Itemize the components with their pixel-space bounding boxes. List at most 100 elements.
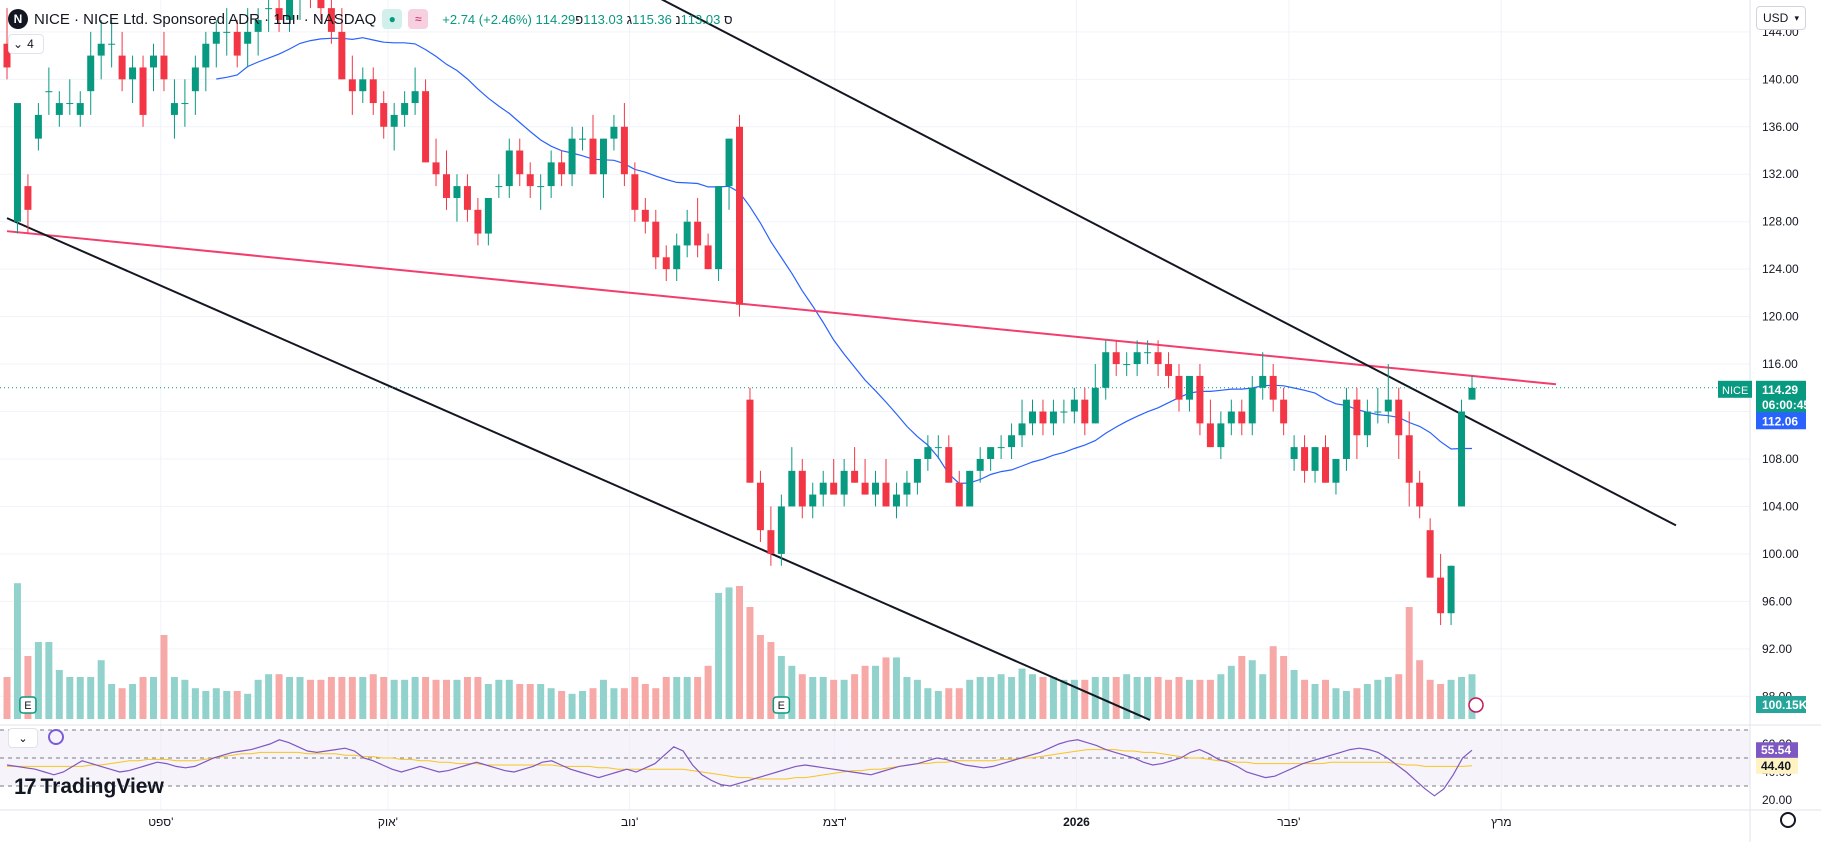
wave-icon[interactable]: ≈ bbox=[408, 9, 429, 29]
volume-bar bbox=[830, 679, 838, 719]
volume-bar bbox=[840, 679, 848, 719]
candle-body bbox=[767, 530, 775, 554]
currency-select[interactable]: USD ▾ bbox=[1756, 6, 1806, 30]
volume-bar bbox=[945, 688, 953, 719]
volume-bar bbox=[903, 677, 911, 719]
volume-bar bbox=[652, 688, 660, 719]
volume-bar bbox=[13, 583, 21, 719]
x-tick-label: פבר' bbox=[1277, 815, 1300, 829]
candle-body bbox=[170, 103, 178, 115]
candle-body bbox=[97, 43, 105, 56]
candle-body bbox=[809, 494, 817, 507]
volume-bar bbox=[1049, 677, 1057, 719]
candle-body bbox=[819, 482, 827, 495]
volume-bar bbox=[767, 642, 775, 719]
candle-body bbox=[233, 31, 241, 56]
volume-bar bbox=[223, 691, 231, 719]
dividend-marker-icon[interactable] bbox=[1468, 697, 1484, 713]
candle-body bbox=[359, 79, 367, 92]
volume-bar bbox=[1008, 677, 1016, 719]
candle-body bbox=[1133, 352, 1141, 365]
volume-bar bbox=[422, 677, 430, 719]
y-tick-label: 108.00 bbox=[1762, 452, 1799, 466]
volume-bar bbox=[380, 677, 388, 719]
refresh-icon[interactable] bbox=[48, 729, 64, 745]
candle-body bbox=[1353, 399, 1361, 436]
volume-bar bbox=[746, 607, 754, 719]
candle-body bbox=[1248, 387, 1256, 424]
candle-body bbox=[1280, 399, 1288, 424]
volume-bar bbox=[798, 674, 806, 719]
candle-body bbox=[1290, 447, 1298, 459]
volume-bar bbox=[1102, 677, 1110, 719]
volume-bar bbox=[1070, 679, 1078, 719]
volume-bar bbox=[1039, 677, 1047, 719]
candle-body bbox=[495, 186, 503, 188]
symbol-title[interactable]: NICE · NICE Ltd. Sponsored ADR · 1יום · … bbox=[34, 10, 377, 28]
resistance-trendline[interactable] bbox=[6, 230, 1557, 386]
candle-body bbox=[1049, 411, 1057, 424]
volume-bar bbox=[160, 635, 168, 719]
candle-body bbox=[840, 470, 848, 495]
symbol-logo[interactable]: N bbox=[8, 9, 28, 29]
volume-bar bbox=[1395, 674, 1403, 719]
volume-bar bbox=[558, 691, 566, 719]
tradingview-logo[interactable]: 17 TradingView bbox=[14, 774, 164, 800]
volume-bar bbox=[1248, 660, 1256, 719]
volume-bar bbox=[1165, 679, 1173, 719]
earnings-marker[interactable]: E bbox=[772, 696, 791, 714]
candle-body bbox=[202, 43, 210, 68]
candle-body bbox=[150, 55, 157, 68]
candle-body bbox=[390, 114, 398, 127]
volume-bar bbox=[401, 679, 409, 719]
lower-channel-line[interactable] bbox=[6, 217, 1151, 721]
candle-body bbox=[348, 79, 356, 92]
volume-bar bbox=[1196, 679, 1204, 719]
volume-bar bbox=[1447, 679, 1455, 719]
tradingview-mark-icon: 17 bbox=[14, 774, 37, 799]
candle-body bbox=[401, 103, 409, 115]
volume-bar bbox=[34, 642, 42, 719]
symbol-tag-bg bbox=[1718, 380, 1752, 398]
candle-body bbox=[55, 103, 63, 115]
candle-body bbox=[1102, 352, 1110, 388]
candle-body bbox=[1217, 423, 1225, 448]
volume-bar bbox=[694, 677, 702, 719]
volume-bar bbox=[1112, 677, 1120, 719]
earnings-marker[interactable]: E bbox=[19, 696, 37, 714]
indicators-toggle-button[interactable]: ⌄ 4 bbox=[8, 34, 44, 54]
volume-bar bbox=[715, 593, 723, 719]
upper-channel-line[interactable] bbox=[656, 0, 1677, 527]
candle-body bbox=[987, 447, 995, 459]
candle-body bbox=[641, 209, 649, 222]
candle-body bbox=[1029, 411, 1036, 424]
volume-bar bbox=[756, 635, 764, 719]
candle-body bbox=[76, 103, 84, 115]
candle-body bbox=[432, 162, 440, 175]
rsi-pane bbox=[0, 729, 1750, 797]
candle-body bbox=[882, 482, 890, 507]
volume-bar bbox=[306, 679, 314, 719]
volume-bar bbox=[275, 674, 283, 719]
candle-body bbox=[955, 482, 963, 507]
candle-body bbox=[286, 0, 294, 20]
volume-bar bbox=[704, 665, 712, 719]
candle-body bbox=[453, 186, 461, 198]
candle-body bbox=[139, 67, 147, 115]
circle-icon[interactable]: ● bbox=[382, 9, 403, 29]
volume-bar bbox=[1332, 688, 1340, 719]
candle-body bbox=[526, 174, 534, 187]
volume-bar bbox=[76, 677, 84, 719]
rsi-collapse-button[interactable]: ⌄ bbox=[8, 728, 38, 748]
candle-body bbox=[589, 138, 597, 175]
volume-bar bbox=[1238, 656, 1246, 719]
earnings-badge[interactable] bbox=[772, 696, 791, 714]
earnings-badge[interactable] bbox=[19, 696, 37, 714]
volume-bar bbox=[1018, 668, 1026, 719]
indicator-count: 4 bbox=[27, 37, 34, 51]
settings-gear-icon[interactable] bbox=[1780, 812, 1796, 828]
volume-bar bbox=[484, 684, 492, 719]
candle-body bbox=[777, 506, 785, 554]
candle-body bbox=[861, 482, 869, 495]
